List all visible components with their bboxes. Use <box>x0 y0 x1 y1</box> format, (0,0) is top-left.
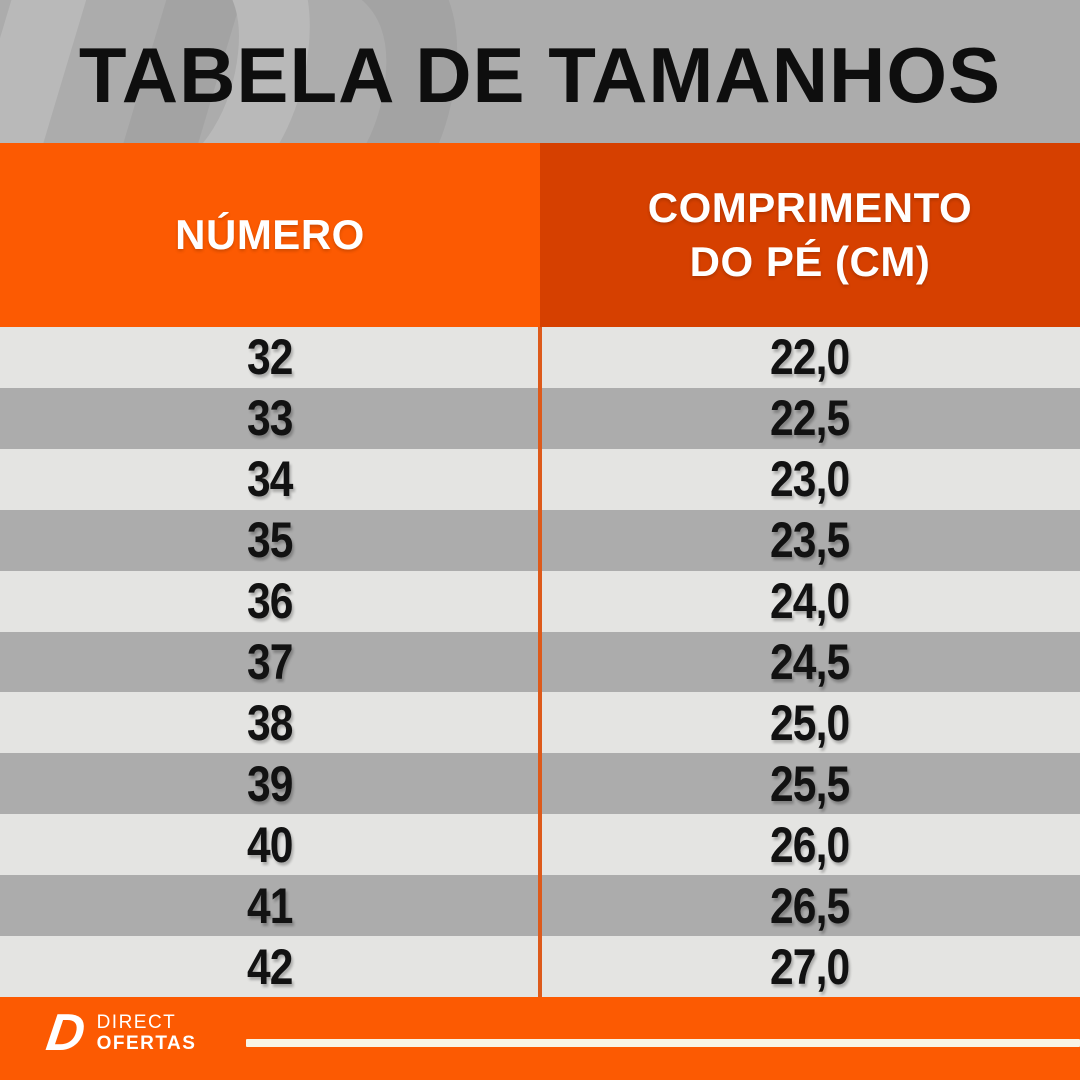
length-value: 24,5 <box>770 633 850 690</box>
length-value: 26,5 <box>770 877 850 934</box>
length-value: 27,0 <box>770 938 850 995</box>
length-cell: 27,0 <box>540 936 1080 997</box>
length-cell: 26,5 <box>540 875 1080 936</box>
footer-band: D DIRECT OFERTAS <box>0 997 1080 1080</box>
header-cell-numero: NÚMERO <box>0 143 540 327</box>
size-value: 32 <box>247 329 293 386</box>
length-value: 22,5 <box>770 390 850 447</box>
size-cell: 36 <box>0 571 540 632</box>
size-cell: 37 <box>0 632 540 693</box>
length-cell: 25,0 <box>540 692 1080 753</box>
size-cell: 34 <box>0 449 540 510</box>
length-cell: 24,5 <box>540 632 1080 693</box>
length-cell: 22,5 <box>540 388 1080 449</box>
size-cell: 42 <box>0 936 540 997</box>
length-cell: 22,0 <box>540 327 1080 388</box>
header-label-comprimento-line2: DO PÉ (CM) <box>689 238 931 285</box>
length-cell: 25,5 <box>540 753 1080 814</box>
brand-name-bottom: OFERTAS <box>96 1033 197 1054</box>
size-value: 37 <box>247 633 293 690</box>
length-value: 23,0 <box>770 451 850 508</box>
size-cell: 40 <box>0 814 540 875</box>
table-header-row: NÚMERO COMPRIMENTO DO PÉ (CM) <box>0 143 1080 327</box>
size-cell: 41 <box>0 875 540 936</box>
length-value: 22,0 <box>770 329 850 386</box>
size-value: 35 <box>247 512 293 569</box>
header-label-comprimento-line1: COMPRIMENTO <box>647 184 973 231</box>
length-cell: 23,5 <box>540 510 1080 571</box>
direct-d-logo-icon: D <box>42 1004 89 1062</box>
header-label-numero: NÚMERO <box>175 211 365 258</box>
header-cell-comprimento: COMPRIMENTO DO PÉ (CM) <box>540 143 1080 327</box>
size-cell: 38 <box>0 692 540 753</box>
size-value: 40 <box>247 816 293 873</box>
length-cell: 24,0 <box>540 571 1080 632</box>
size-value: 34 <box>247 451 293 508</box>
title-band: D TABELA DE TAMANHOS <box>0 0 1080 143</box>
size-cell: 39 <box>0 753 540 814</box>
brand-name-top: DIRECT <box>96 1012 177 1033</box>
page-title: TABELA DE TAMANHOS <box>78 31 1002 119</box>
size-cell: 32 <box>0 327 540 388</box>
brand-name: DIRECT OFERTAS <box>97 1012 197 1054</box>
footer-divider-bar <box>246 1039 1080 1047</box>
size-cell: 35 <box>0 510 540 571</box>
length-cell: 23,0 <box>540 449 1080 510</box>
length-value: 26,0 <box>770 816 850 873</box>
direct-ofertas-logo: D DIRECT OFERTAS <box>42 1004 197 1062</box>
length-value: 25,5 <box>770 755 850 812</box>
size-value: 38 <box>247 694 293 751</box>
size-value: 39 <box>247 755 293 812</box>
length-value: 25,0 <box>770 694 850 751</box>
size-cell: 33 <box>0 388 540 449</box>
size-value: 36 <box>247 573 293 630</box>
length-value: 23,5 <box>770 512 850 569</box>
size-value: 41 <box>247 877 293 934</box>
length-value: 24,0 <box>770 573 850 630</box>
size-value: 33 <box>247 390 293 447</box>
column-divider <box>538 327 542 997</box>
length-cell: 26,0 <box>540 814 1080 875</box>
size-value: 42 <box>247 938 293 995</box>
